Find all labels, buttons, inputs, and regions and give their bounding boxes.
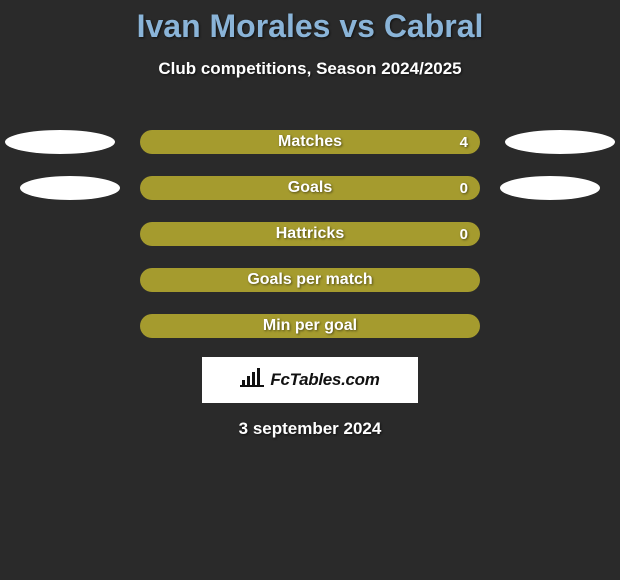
- stat-label: Goals: [288, 179, 332, 197]
- stat-value: 0: [460, 180, 468, 197]
- stat-row: Min per goal: [0, 303, 620, 349]
- stat-bar: Goals per match: [140, 268, 480, 292]
- right-marker-ellipse: [505, 130, 615, 154]
- left-marker-ellipse: [5, 130, 115, 154]
- stat-row: Matches 4: [0, 119, 620, 165]
- attribution-text: FcTables.com: [270, 370, 379, 390]
- stat-label: Goals per match: [247, 271, 372, 289]
- stat-row: Hattricks 0: [0, 211, 620, 257]
- page-title: Ivan Morales vs Cabral: [0, 8, 620, 45]
- stat-bar: Goals 0: [140, 176, 480, 200]
- stat-value: 0: [460, 226, 468, 243]
- attribution-badge-wrap: FcTables.com: [0, 357, 620, 403]
- attribution-badge: FcTables.com: [202, 357, 418, 403]
- stat-label: Hattricks: [276, 225, 344, 243]
- left-marker-ellipse: [20, 176, 120, 200]
- date-label: 3 september 2024: [0, 419, 620, 439]
- stat-row: Goals per match: [0, 257, 620, 303]
- stat-label: Matches: [278, 133, 342, 151]
- stat-value: 4: [460, 134, 468, 151]
- stat-bar: Min per goal: [140, 314, 480, 338]
- right-marker-ellipse: [500, 176, 600, 200]
- comparison-infographic: Ivan Morales vs Cabral Club competitions…: [0, 0, 620, 580]
- stats-block: Matches 4 Goals 0 Hattricks 0 Goals per …: [0, 119, 620, 349]
- stat-bar: Matches 4: [140, 130, 480, 154]
- page-subtitle: Club competitions, Season 2024/2025: [0, 59, 620, 79]
- stat-label: Min per goal: [263, 317, 357, 335]
- chart-icon: [240, 368, 264, 393]
- stat-row: Goals 0: [0, 165, 620, 211]
- stat-bar: Hattricks 0: [140, 222, 480, 246]
